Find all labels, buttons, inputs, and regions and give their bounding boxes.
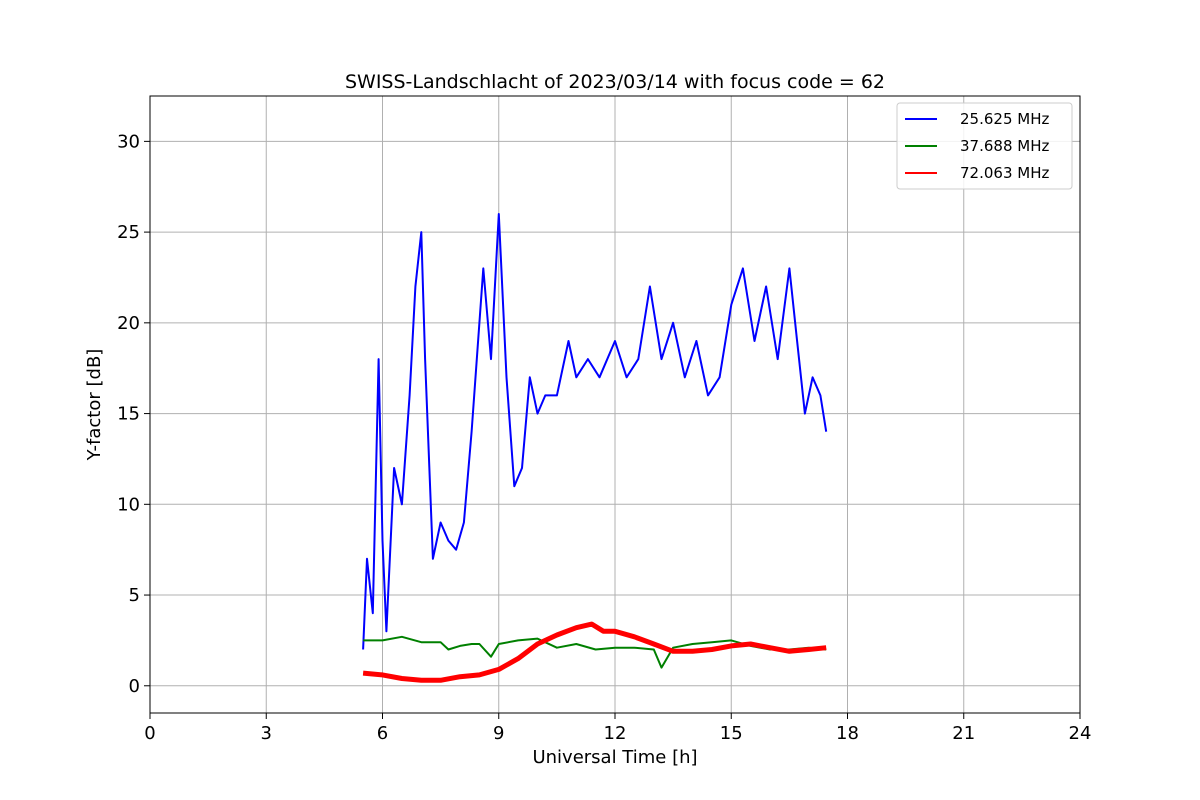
chart-title: SWISS-Landschlacht of 2023/03/14 with fo… [345, 71, 885, 93]
x-tick-label: 12 [604, 723, 627, 744]
series-line-1 [362, 213, 828, 650]
series-line-2 [363, 635, 827, 669]
y-tick-label: 0 [129, 676, 140, 697]
x-tick-label: 0 [144, 723, 155, 744]
y-tick-label: 5 [129, 585, 140, 606]
series-group [362, 213, 828, 683]
ticks: 0 3 6 9 12 15 18 21 24 0 5 10 15 20 25 30 [117, 131, 1091, 744]
x-tick-label: 3 [261, 723, 272, 744]
x-tick-label: 21 [952, 723, 975, 744]
y-axis-title: Y-factor [dB] [84, 349, 105, 462]
x-axis-title: Universal Time [h] [532, 747, 697, 768]
y-tick-label: 15 [117, 404, 140, 425]
y-tick-label: 25 [117, 222, 140, 243]
legend: 25.625 MHz 37.688 MHz 72.063 MHz [896, 102, 1073, 190]
x-tick-label: 24 [1069, 723, 1092, 744]
legend-label: 25.625 MHz [960, 110, 1049, 128]
x-tick-label: 6 [377, 723, 388, 744]
legend-label: 37.688 MHz [960, 137, 1049, 155]
legend-label: 72.063 MHz [960, 164, 1049, 182]
legend-box [896, 102, 1073, 190]
y-tick-label: 20 [117, 313, 140, 334]
x-tick-label: 18 [836, 723, 859, 744]
y-tick-label: 30 [117, 131, 140, 152]
y-tick-label: 10 [117, 494, 140, 515]
x-tick-label: 9 [493, 723, 504, 744]
x-tick-label: 15 [720, 723, 743, 744]
series-line-3 [362, 621, 827, 683]
